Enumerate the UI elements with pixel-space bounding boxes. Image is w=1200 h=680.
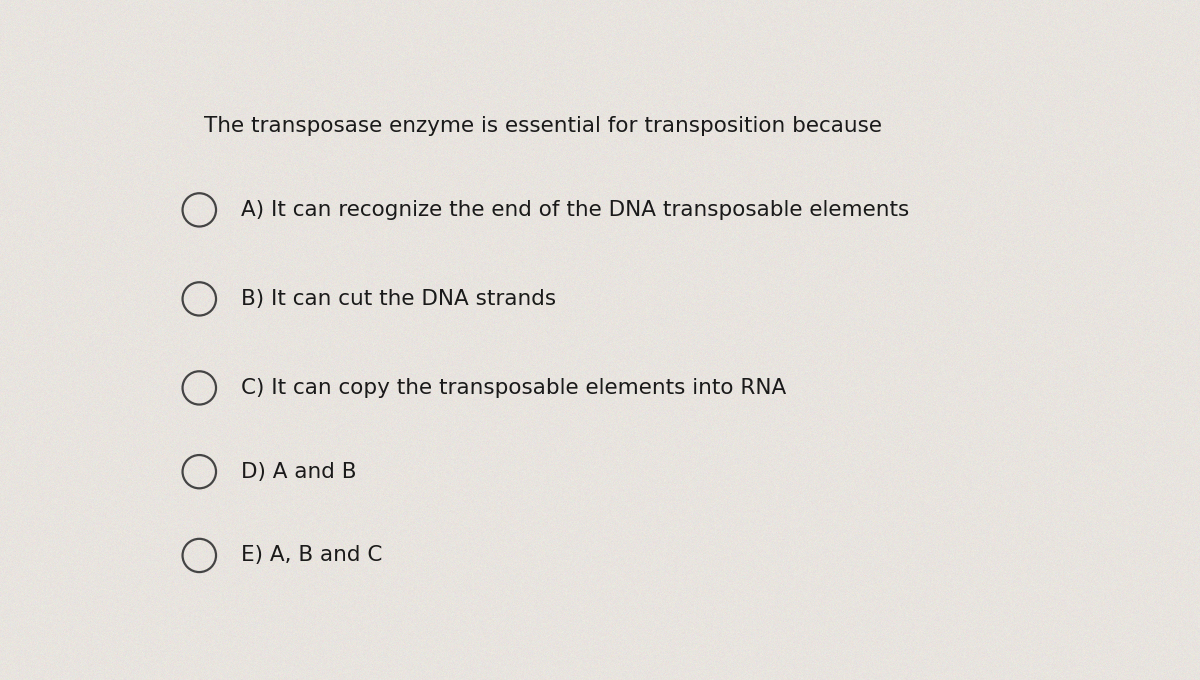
Text: E) A, B and C: E) A, B and C — [241, 545, 383, 566]
Text: The transposase enzyme is essential for transposition because: The transposase enzyme is essential for … — [204, 116, 882, 135]
Text: C) It can copy the transposable elements into RNA: C) It can copy the transposable elements… — [241, 378, 786, 398]
Text: B) It can cut the DNA strands: B) It can cut the DNA strands — [241, 289, 557, 309]
Text: A) It can recognize the end of the DNA transposable elements: A) It can recognize the end of the DNA t… — [241, 200, 910, 220]
Text: D) A and B: D) A and B — [241, 462, 356, 481]
